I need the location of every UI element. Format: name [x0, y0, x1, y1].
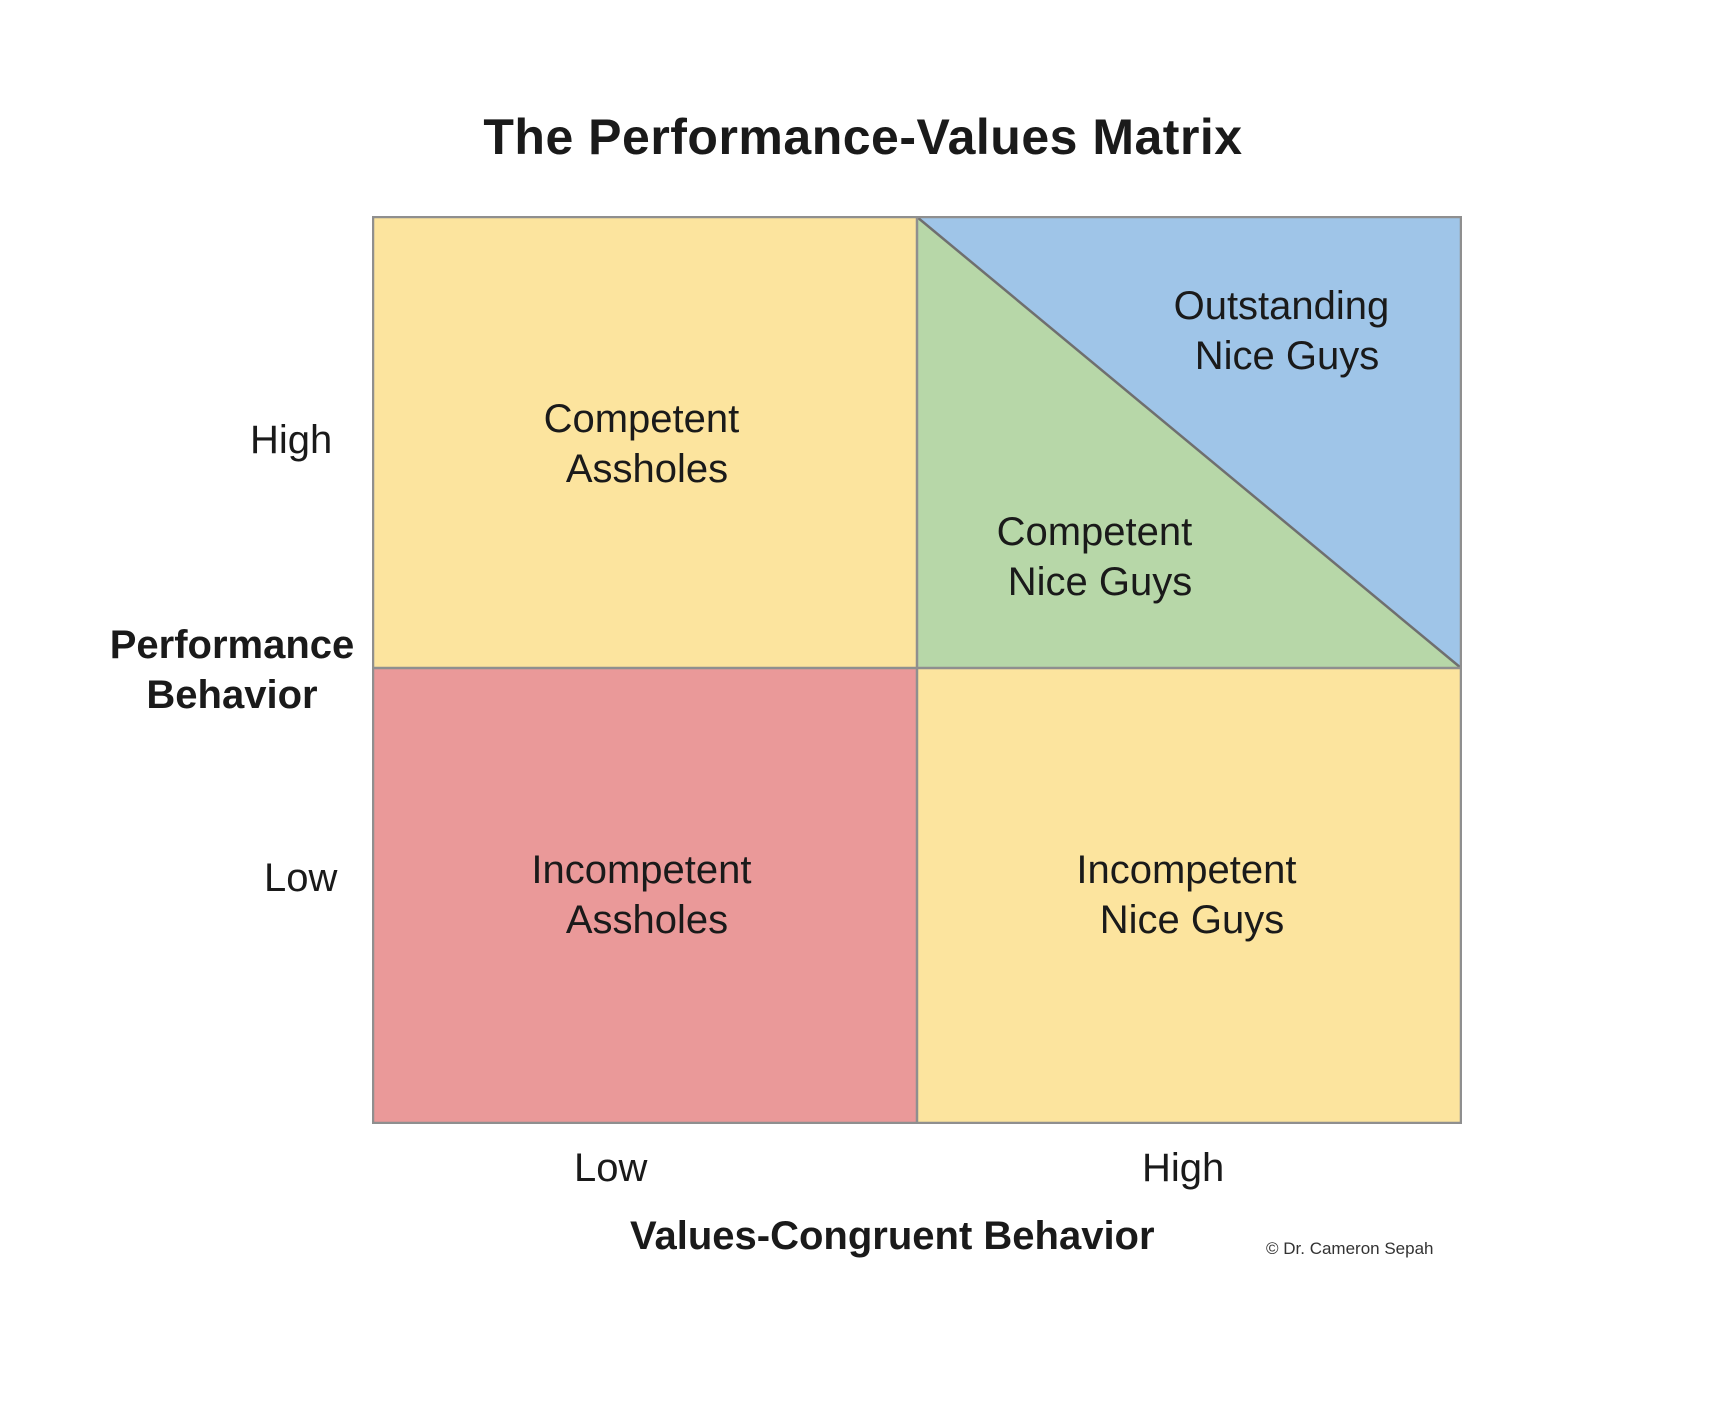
label-outstanding-nice-guys-line2: Nice Guys: [1195, 334, 1380, 378]
quadrant-incompetent-nice-guys: [917, 668, 1461, 1123]
label-competent-assholes-line2: Assholes: [566, 447, 728, 491]
diagonal-divider: [916, 216, 1462, 669]
y-axis-title: Performance Behavior: [96, 620, 368, 720]
y-axis-title-line2: Behavior: [146, 673, 318, 717]
label-incompetent-nice-guys: Incompetent Nice Guys: [1076, 848, 1307, 942]
label-incompetent-nice-guys-line1: Incompetent: [1076, 848, 1296, 892]
y-tick-high: High: [250, 418, 333, 462]
label-competent-nice-guys-line2: Nice Guys: [1008, 560, 1193, 604]
label-competent-nice-guys-line1: Competent: [997, 510, 1193, 554]
quadrant-incompetent-assholes: [373, 668, 917, 1123]
label-incompetent-assholes: Incompetent Assholes: [531, 848, 762, 942]
quadrant-competent-assholes: [373, 217, 917, 668]
y-tick-low: Low: [264, 856, 338, 900]
copyright-credit: © Dr. Cameron Sepah: [1266, 1239, 1434, 1258]
label-incompetent-nice-guys-line2: Nice Guys: [1100, 898, 1285, 942]
matrix-border: [372, 216, 1462, 1124]
label-incompetent-assholes-line1: Incompetent: [531, 848, 751, 892]
label-competent-assholes-line1: Competent: [544, 397, 740, 441]
label-outstanding-nice-guys: Outstanding Nice Guys: [1174, 284, 1401, 378]
x-tick-high: High: [1142, 1146, 1225, 1190]
diagram-title: The Performance-Values Matrix: [483, 109, 1243, 165]
label-competent-nice-guys: Competent Nice Guys: [997, 510, 1204, 604]
matrix-grid: Competent Assholes Outstanding Nice Guys…: [372, 216, 1462, 1124]
x-axis-title: Values-Congruent Behavior: [630, 1214, 1155, 1258]
label-competent-assholes: Competent Assholes: [544, 397, 751, 491]
label-incompetent-assholes-line2: Assholes: [566, 898, 728, 942]
label-outstanding-nice-guys-line1: Outstanding: [1174, 284, 1390, 328]
y-axis-title-line1: Performance: [109, 623, 355, 667]
x-tick-low: Low: [574, 1146, 648, 1190]
